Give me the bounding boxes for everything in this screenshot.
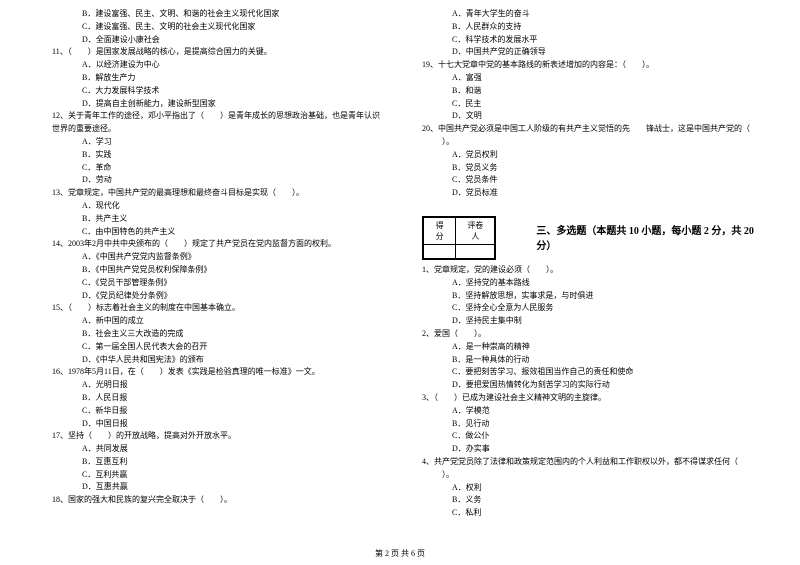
q20-d: D．党员标准 [422,187,768,200]
q19-a: A．富强 [422,72,768,85]
q14-b: B．《中国共产党党员权利保障条例》 [52,264,398,277]
q15-d: D．《中华人民共和国宪法》的颁布 [52,354,398,367]
q17-a: A．共同发展 [52,443,398,456]
m2-c: C．要把刻苦学习、报效祖国当作自己的责任和使命 [422,366,768,379]
q16: 16、1978年5月11日，在（ ）发表《实践是检验真理的唯一标准》一文。 [52,366,398,379]
section-3-title: 三、多选题（本题共 10 小题，每小题 2 分，共 20 分） [536,222,768,252]
q12-line1: 12、关于青年工作的途径，邓小平指出了（ ）是青年成长的思想政治基础，也是青年认… [52,110,398,123]
q19-c: C．民主 [422,98,768,111]
m4-b: B．义务 [422,494,768,507]
q20-b: B．党员义务 [422,162,768,175]
q18-a: A．青年大学生的奋斗 [422,8,768,21]
m1-d: D．坚持民主集中制 [422,315,768,328]
q18-b: B．人民群众的支持 [422,21,768,34]
q11-d: D．提高自主创新能力，建设新型国家 [52,98,398,111]
q12-c: C．革命 [52,162,398,175]
q17-d: D．互惠共赢 [52,481,398,494]
q11-c: C．大力发展科学技术 [52,85,398,98]
q15-b: B．社会主义三大改造的完成 [52,328,398,341]
q20-c: C．党员条件 [422,174,768,187]
m1: 1、党章规定，党的建设必须（ ）。 [422,264,768,277]
q19-b: B．和谐 [422,85,768,98]
q11: 11、（ ）是国家发展战略的核心，是提高综合国力的关键。 [52,46,398,59]
q15: 15、（ ）标志着社会主义的制度在中国基本确立。 [52,302,398,315]
q17: 17、坚持（ ）的开放战略，提高对外开放水平。 [52,430,398,443]
q12-line2: 世界的重要途径。 [52,123,398,136]
q14-d: D．《党员纪律处分条例》 [52,290,398,303]
q13-c: C．由中国特色的共产主义 [52,226,398,239]
q17-c: C．互利共赢 [52,469,398,482]
page-content: B．建设富强、民主、文明、和谐的社会主义现代化国家 C．建设富强、民主、文明的社… [0,0,800,540]
q18-c: C．科学技术的发展水平 [422,34,768,47]
q19-d: D．文明 [422,110,768,123]
m1-c: C．坚持全心全意为人民服务 [422,302,768,315]
m2-d: D．要把爱国热情转化为刻苦学习的实际行动 [422,379,768,392]
score-header-grader: 评卷人 [456,217,495,244]
m4-line2: ）。 [422,469,768,482]
q11-b: B．解放生产力 [52,72,398,85]
q14-a: A．《中国共产党党内监督条例》 [52,251,398,264]
q16-b: B．人民日报 [52,392,398,405]
q10-opt-d: D．全面建设小康社会 [52,34,398,47]
m2: 2、爱国（ ）。 [422,328,768,341]
m3-b: B．见行动 [422,418,768,431]
q16-a: A．光明日报 [52,379,398,392]
q18-d: D．中国共产党的正确领导 [422,46,768,59]
score-table: 得分 评卷人 [422,216,496,260]
q15-c: C．第一届全国人民代表大会的召开 [52,341,398,354]
q12-a: A．学习 [52,136,398,149]
q10-opt-b: B．建设富强、民主、文明、和谐的社会主义现代化国家 [52,8,398,21]
q15-a: A．新中国的成立 [52,315,398,328]
m4-c: C．私利 [422,507,768,520]
m3-a: A．学模范 [422,405,768,418]
q20-line1: 20、中国共产党必须是中国工人阶级的有共产主义觉悟的先 锋战士，这是中国共产党的… [422,123,768,136]
q13-a: A．现代化 [52,200,398,213]
m3: 3、（ ）已成为建设社会主义精神文明的主旋律。 [422,392,768,405]
q20-a: A．党员权利 [422,149,768,162]
q12-d: D．劳动 [52,174,398,187]
m4-a: A．权利 [422,482,768,495]
score-header-score: 得分 [424,217,456,244]
m2-a: A．是一种崇高的精神 [422,341,768,354]
m3-c: C．做公仆 [422,430,768,443]
score-cell [424,244,456,258]
m2-b: B．是一种具体的行动 [422,354,768,367]
page-footer: 第 2 页 共 6 页 [0,548,800,559]
q18: 18、国家的强大和民族的复兴完全取决于（ ）。 [52,494,398,507]
q10-opt-c: C．建设富强、民主、文明的社会主义现代化国家 [52,21,398,34]
q11-a: A．以经济建设为中心 [52,59,398,72]
q17-b: B．互惠互利 [52,456,398,469]
q19: 19、十七大党章中党的基本路线的新表述增加的内容是：（ ）。 [422,59,768,72]
right-column: A．青年大学生的奋斗 B．人民群众的支持 C．科学技术的发展水平 D．中国共产党… [410,8,780,540]
q13-b: B．共产主义 [52,213,398,226]
section-3-header: 得分 评卷人 三、多选题（本题共 10 小题，每小题 2 分，共 20 分） [422,210,768,264]
m4-line1: 4、共产党党员除了法律和政策规定范围内的个人利益和工作职权以外，都不得谋求任何（ [422,456,768,469]
q16-c: C．新华日报 [52,405,398,418]
m3-d: D．办实事 [422,443,768,456]
q12-b: B．实践 [52,149,398,162]
grader-cell [456,244,495,258]
left-column: B．建设富强、民主、文明、和谐的社会主义现代化国家 C．建设富强、民主、文明的社… [40,8,410,540]
m1-b: B．坚持解放思想，实事求是，与时俱进 [422,290,768,303]
q16-d: D．中国日报 [52,418,398,431]
q14: 14、2003年2月中共中央颁布的（ ）规定了共产党员在党内监督方面的权利。 [52,238,398,251]
m1-a: A．坚持党的基本路线 [422,277,768,290]
q20-line2: ）。 [422,136,768,149]
q13: 13、党章规定，中国共产党的最高理想和最终奋斗目标是实现（ ）。 [52,187,398,200]
q14-c: C．《党员干部管理条例》 [52,277,398,290]
